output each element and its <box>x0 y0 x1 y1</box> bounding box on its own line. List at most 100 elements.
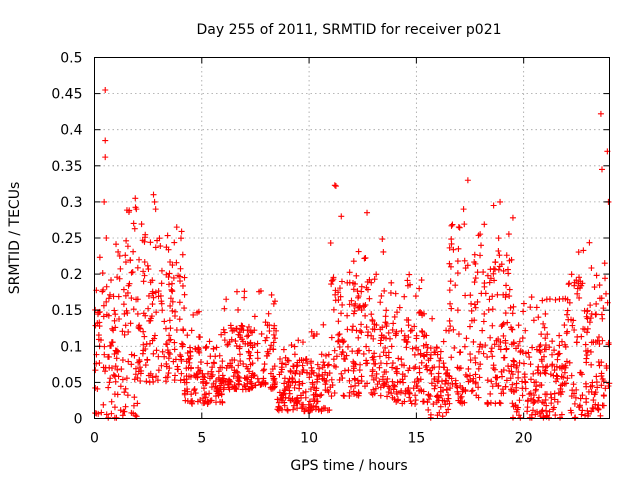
data-point <box>479 327 486 334</box>
data-point <box>557 385 564 392</box>
data-point <box>428 380 435 387</box>
data-point <box>455 245 462 252</box>
data-point <box>264 348 271 355</box>
data-point <box>510 357 517 364</box>
data-point <box>420 352 427 359</box>
data-point <box>216 376 223 383</box>
data-point <box>470 375 477 382</box>
data-point <box>387 289 394 296</box>
data-point <box>197 334 204 341</box>
data-point <box>536 382 543 389</box>
data-point <box>412 363 419 370</box>
data-point <box>470 338 477 345</box>
data-point <box>92 322 99 329</box>
data-point <box>149 374 156 381</box>
data-point <box>245 348 252 355</box>
data-point <box>513 362 520 369</box>
data-point <box>566 299 573 306</box>
data-point <box>128 295 135 302</box>
data-point <box>587 302 594 309</box>
data-point <box>352 300 359 307</box>
data-point <box>437 348 444 355</box>
data-point <box>542 346 549 353</box>
data-point <box>480 318 487 325</box>
data-point <box>154 377 161 384</box>
data-point <box>346 301 353 308</box>
data-point <box>378 292 385 299</box>
data-point <box>368 311 375 318</box>
data-point <box>542 364 549 371</box>
data-point <box>172 308 179 315</box>
data-point <box>527 390 534 397</box>
data-point <box>425 357 432 364</box>
data-point <box>528 414 535 421</box>
data-point <box>477 231 484 238</box>
data-point <box>451 344 458 351</box>
data-point <box>119 328 126 335</box>
data-point <box>551 390 558 397</box>
data-point <box>173 259 180 266</box>
data-point <box>171 339 178 346</box>
data-point <box>101 351 108 358</box>
data-point <box>427 345 434 352</box>
data-point <box>454 270 461 277</box>
data-point <box>270 300 277 307</box>
data-point <box>401 398 408 405</box>
data-point <box>344 326 351 333</box>
data-point <box>502 337 509 344</box>
data-point <box>204 370 211 377</box>
data-point <box>330 306 337 313</box>
data-point <box>213 344 220 351</box>
data-point <box>196 349 203 356</box>
data-point <box>446 400 453 407</box>
data-point <box>111 317 118 324</box>
data-point <box>344 279 351 286</box>
data-point <box>388 279 395 286</box>
data-point <box>285 383 292 390</box>
data-point <box>280 390 287 397</box>
data-point <box>108 365 115 372</box>
data-point <box>274 396 281 403</box>
data-points <box>92 86 613 421</box>
data-point <box>246 368 253 375</box>
data-point <box>116 252 123 259</box>
data-point <box>187 373 194 380</box>
data-point <box>603 365 610 372</box>
data-point <box>153 309 160 316</box>
x-axis-label: GPS time / hours <box>290 458 407 474</box>
data-point <box>506 286 513 293</box>
data-point <box>150 350 157 357</box>
data-point <box>171 239 178 246</box>
data-point <box>261 361 268 368</box>
data-point <box>219 358 226 365</box>
data-point <box>578 333 585 340</box>
data-point <box>385 329 392 336</box>
data-point <box>341 367 348 374</box>
data-point <box>548 400 555 407</box>
data-point <box>277 355 284 362</box>
data-point <box>412 397 419 404</box>
data-point <box>508 368 515 375</box>
data-point <box>538 331 545 338</box>
data-point <box>459 398 466 405</box>
data-point <box>509 381 516 388</box>
data-point <box>145 372 152 379</box>
data-point <box>246 355 253 362</box>
data-point <box>294 400 301 407</box>
data-point <box>326 407 333 414</box>
data-point <box>573 339 580 346</box>
data-point <box>506 293 513 300</box>
data-point <box>379 373 386 380</box>
data-point <box>291 384 298 391</box>
data-point <box>117 265 124 272</box>
data-point <box>529 344 536 351</box>
data-point <box>143 378 150 385</box>
data-point <box>295 337 302 344</box>
data-point <box>235 362 242 369</box>
data-point <box>262 319 269 326</box>
data-point <box>108 410 115 417</box>
data-point <box>307 398 314 405</box>
data-point <box>345 367 352 374</box>
data-point <box>246 349 253 356</box>
data-point <box>530 370 537 377</box>
